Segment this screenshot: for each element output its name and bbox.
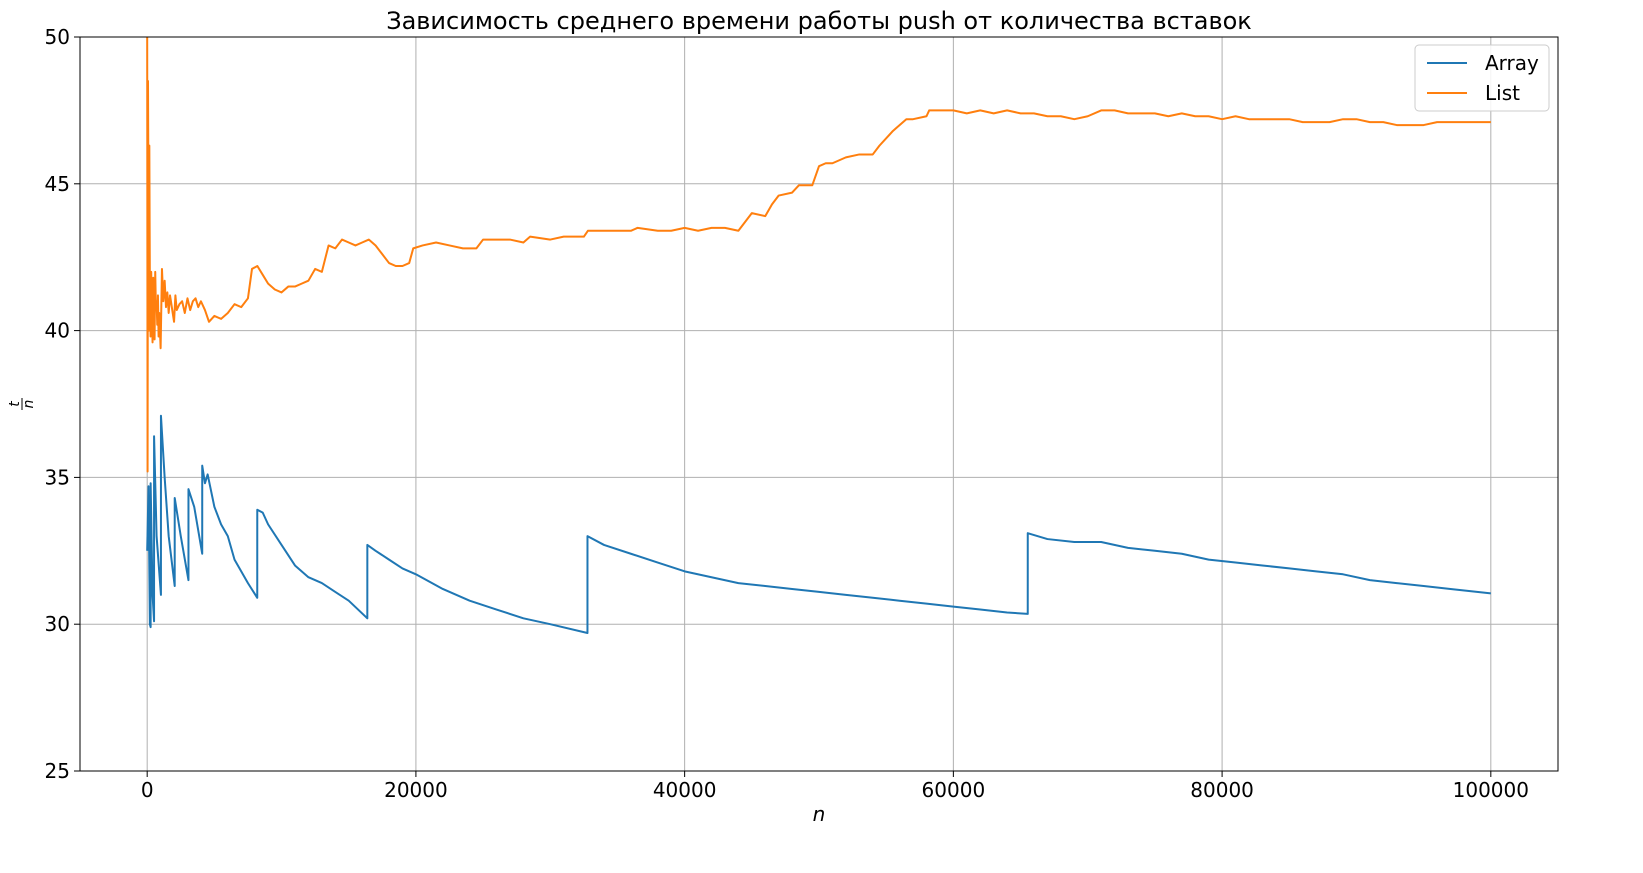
legend-label-list: List <box>1485 81 1520 105</box>
y-tick-label: 30 <box>45 612 70 636</box>
x-tick-label: 0 <box>141 778 154 802</box>
y-tick-label: 45 <box>45 172 70 196</box>
x-tick-label: 40000 <box>653 778 717 802</box>
legend-box <box>1414 44 1550 112</box>
series-line-array <box>146 414 1491 635</box>
plot-frame <box>79 36 1559 772</box>
y-axis-label-denominator: n <box>21 400 37 409</box>
y-tick-label: 50 <box>45 25 70 49</box>
x-tick-label: 20000 <box>384 778 448 802</box>
x-tick-label: 80000 <box>1190 778 1254 802</box>
axis-ticks: 0 20000 40000 60000 80000 100000 25 30 35 40 45 50 <box>45 25 1529 802</box>
legend-label-array: Array <box>1485 51 1539 75</box>
y-axis-label: t n <box>7 398 37 410</box>
legend: Array List <box>1414 44 1550 112</box>
series-line-list <box>146 37 1491 473</box>
y-axis-label-numerator: t <box>7 401 23 407</box>
chart-title: Зависимость среднего времени работы push… <box>386 7 1252 35</box>
y-tick-label: 40 <box>45 319 70 343</box>
plot-series <box>146 37 1491 635</box>
x-tick-label: 60000 <box>922 778 986 802</box>
x-axis-label: n <box>813 802 826 826</box>
y-tick-label: 25 <box>45 759 70 783</box>
grid <box>80 36 1558 772</box>
x-tick-label: 100000 <box>1453 778 1529 802</box>
y-tick-label: 35 <box>45 465 70 489</box>
